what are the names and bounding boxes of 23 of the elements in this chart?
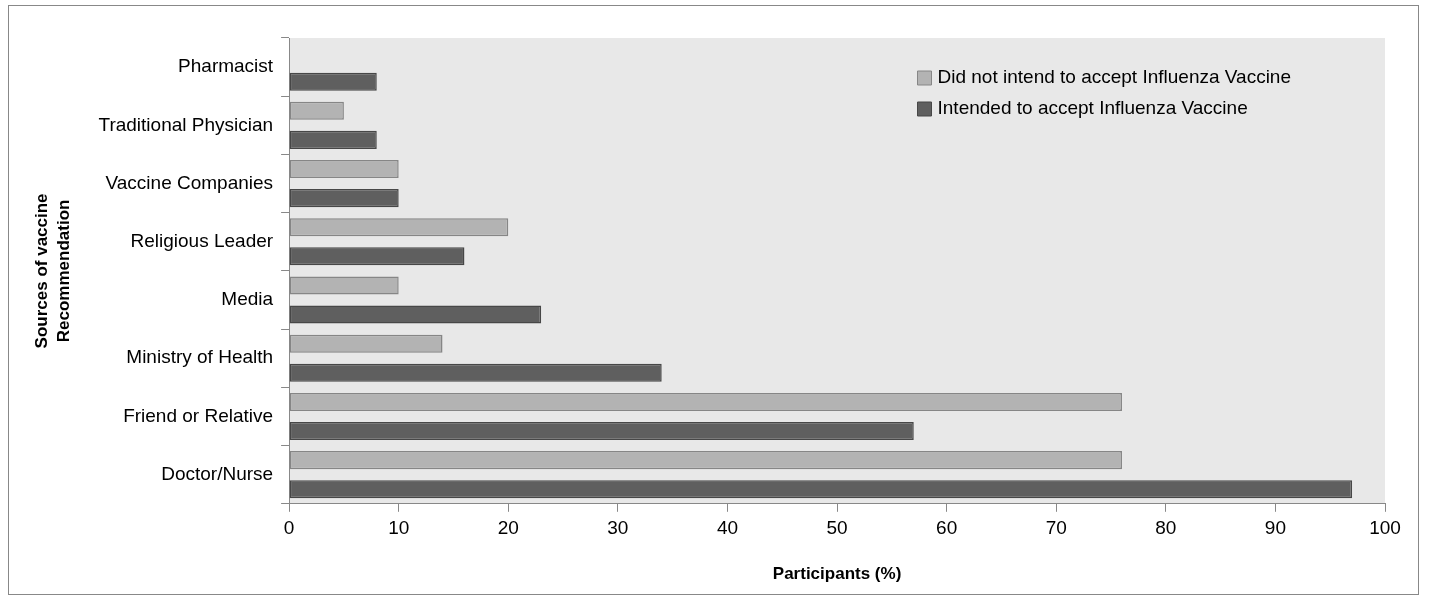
y-tick-label: Traditional Physician [98,113,274,135]
x-tick-label: 10 [388,517,410,539]
x-tick-label: 30 [607,517,629,539]
y-axis-title: Sources of vaccine Recommendation [32,193,73,349]
y-tick-label: Vaccine Companies [105,171,274,193]
y-tick-label: Doctor/Nurse [161,462,274,484]
y-tick-label: Media [221,288,274,310]
x-axis-title: Participants (%) [772,564,902,584]
x-tick-label: 50 [826,517,848,539]
x-tick-label: 80 [1155,517,1177,539]
y-tick-label: Religious Leader [130,230,274,252]
x-tick-label: 20 [497,517,519,539]
x-tick-label: 60 [936,517,958,539]
legend-label: Did not intend to accept Influenza Vaccine [937,66,1292,88]
x-tick-label: 90 [1264,517,1286,539]
y-tick-label: Ministry of Health [126,346,274,368]
x-tick-label: 100 [1369,517,1401,539]
x-tick-label: 40 [716,517,739,539]
x-tick-label: 70 [1045,517,1067,539]
y-tick-label: Pharmacist [178,55,274,77]
y-tick-label: Friend or Relative [123,404,274,426]
x-tick-label: 0 [283,517,295,539]
legend-label: Intended to accept Influenza Vaccine [937,97,1248,119]
